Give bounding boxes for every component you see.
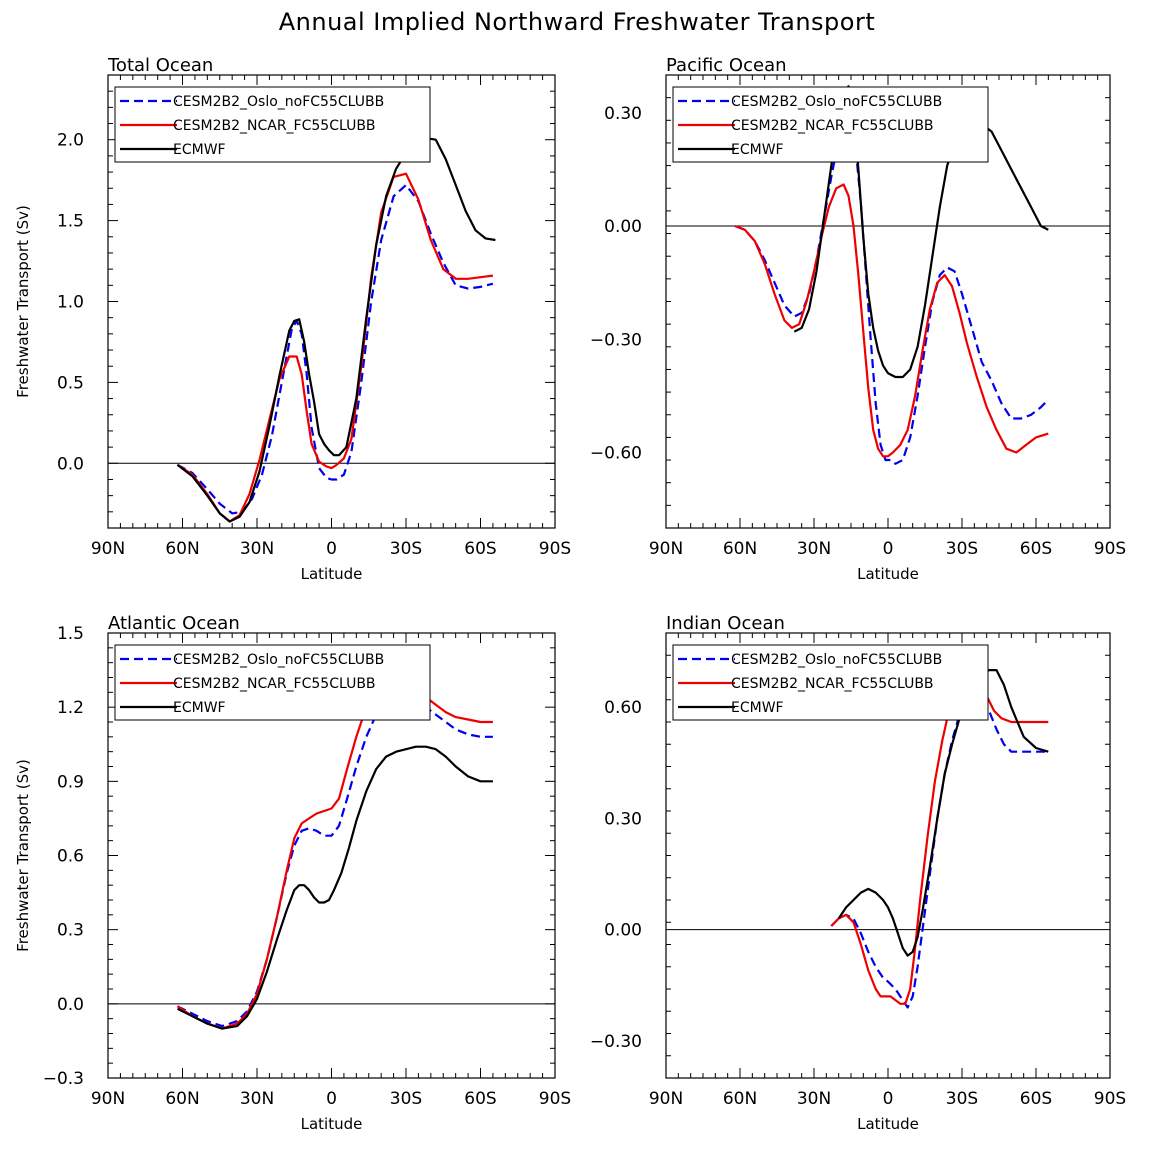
y-tick-label: 0.60	[604, 698, 642, 718]
x-tick-label: 30S	[946, 1089, 978, 1109]
x-tick-label: 60S	[464, 1089, 496, 1109]
legend-label: CESM2B2_NCAR_FC55CLUBB	[731, 118, 934, 134]
panel-title: Pacific Ocean	[666, 55, 787, 76]
x-tick-label: 90S	[1094, 539, 1126, 559]
legend-label: CESM2B2_NCAR_FC55CLUBB	[731, 676, 934, 692]
x-tick-label: 60N	[165, 1089, 199, 1109]
y-tick-label: 1.5	[57, 624, 84, 644]
x-tick-label: 0	[883, 539, 894, 559]
legend-label: ECMWF	[731, 700, 784, 716]
y-tick-label: 0.5	[57, 373, 84, 393]
x-tick-label: 0	[883, 1089, 894, 1109]
y-tick-label: 0.30	[604, 809, 642, 829]
legend-label: CESM2B2_Oslo_noFC55CLUBB	[731, 652, 942, 668]
legend-label: ECMWF	[173, 142, 226, 158]
series-line-2	[837, 668, 1049, 957]
y-tick-label: 2.0	[57, 131, 84, 151]
panel-title: Atlantic Ocean	[108, 613, 240, 634]
x-tick-label: 30N	[797, 1089, 831, 1109]
y-tick-label: 0.0	[57, 454, 84, 474]
series-group	[176, 137, 496, 523]
series-line-2	[177, 745, 493, 1030]
x-tick-label: 0	[326, 1089, 337, 1109]
x-tick-label: 90N	[91, 539, 125, 559]
series-line-1	[176, 172, 494, 523]
legend-label: CESM2B2_NCAR_FC55CLUBB	[173, 118, 376, 134]
y-tick-label: 0.30	[604, 104, 642, 124]
x-tick-label: 90N	[91, 1089, 125, 1109]
panel-title: Total Ocean	[107, 55, 213, 76]
legend-label: CESM2B2_Oslo_noFC55CLUBB	[173, 652, 384, 668]
legend-label: ECMWF	[173, 700, 226, 716]
y-tick-label: 1.2	[57, 698, 84, 718]
series-line-0	[734, 119, 1050, 465]
x-tick-label: 60S	[464, 539, 496, 559]
series-line-0	[177, 693, 493, 1028]
x-tick-label: 30S	[390, 1089, 422, 1109]
x-tick-label: 90N	[649, 1089, 683, 1109]
x-tick-label: 30N	[240, 539, 274, 559]
x-tick-label: 0	[326, 539, 337, 559]
legend-label: CESM2B2_Oslo_noFC55CLUBB	[731, 94, 942, 110]
x-tick-label: 90S	[1094, 1089, 1126, 1109]
legend-label: CESM2B2_NCAR_FC55CLUBB	[173, 676, 376, 692]
y-axis-label: Freshwater Transport (Sv)	[14, 759, 32, 952]
x-tick-label: 60N	[165, 539, 199, 559]
series-line-1	[734, 183, 1049, 458]
series-line-1	[176, 678, 493, 1030]
x-tick-label: 60S	[1020, 1089, 1052, 1109]
x-axis-label: Latitude	[857, 1115, 919, 1133]
y-tick-label: 0.00	[604, 217, 642, 237]
panel-3: 90N 60N 30N 0 30S 60S 90S −0.30 0.00 0.30 0.60 Indi…	[590, 613, 1126, 1133]
x-tick-label: 30S	[390, 539, 422, 559]
series-line-0	[176, 183, 494, 515]
y-tick-label: 0.0	[57, 995, 84, 1015]
x-tick-label: 90S	[539, 539, 571, 559]
y-tick-label: 1.0	[57, 293, 84, 313]
y-tick-label: −0.3	[43, 1069, 84, 1089]
y-tick-label: −0.30	[590, 330, 642, 350]
x-tick-label: 90N	[649, 539, 683, 559]
y-tick-label: 0.00	[604, 921, 642, 941]
y-tick-label: 0.6	[57, 847, 84, 867]
x-tick-label: 30S	[946, 539, 978, 559]
panel-1: 90N 60N 30N 0 30S 60S 90S −0.60 −0.30 0.00 0.30 Pac…	[590, 55, 1126, 583]
x-tick-label: 60S	[1020, 539, 1052, 559]
x-tick-label: 60N	[723, 1089, 757, 1109]
series-line-2	[176, 137, 496, 523]
legend-label: ECMWF	[731, 142, 784, 158]
x-tick-label: 60N	[723, 539, 757, 559]
y-axis-label: Freshwater Transport (Sv)	[14, 205, 32, 398]
y-tick-label: 0.3	[57, 921, 84, 941]
y-tick-label: 1.5	[57, 212, 84, 232]
x-axis-label: Latitude	[301, 1115, 363, 1133]
panel-0: 90N 60N 30N 0 30S 60S 90S 0.0 0.5 1.0 1.5 2.0 Total …	[14, 55, 571, 583]
y-tick-label: −0.30	[590, 1032, 642, 1052]
legend-label: CESM2B2_Oslo_noFC55CLUBB	[173, 94, 384, 110]
y-tick-label: 0.9	[57, 772, 84, 792]
series-group	[176, 678, 493, 1030]
panel-2: 90N 60N 30N 0 30S 60S 90S −0.3 0.0 0.3 0.6 0.9 1.2 1.…	[14, 613, 571, 1133]
series-line-0	[830, 687, 1049, 1009]
x-tick-label: 30N	[240, 1089, 274, 1109]
main-title: Annual Implied Northward Freshwater Tran…	[278, 8, 876, 36]
x-tick-label: 30N	[797, 539, 831, 559]
x-tick-label: 90S	[539, 1089, 571, 1109]
series-group	[830, 665, 1049, 1009]
x-axis-label: Latitude	[301, 565, 363, 583]
y-tick-label: −0.60	[590, 444, 642, 464]
series-line-1	[830, 665, 1049, 1005]
panel-title: Indian Ocean	[666, 613, 785, 634]
x-axis-label: Latitude	[857, 565, 919, 583]
